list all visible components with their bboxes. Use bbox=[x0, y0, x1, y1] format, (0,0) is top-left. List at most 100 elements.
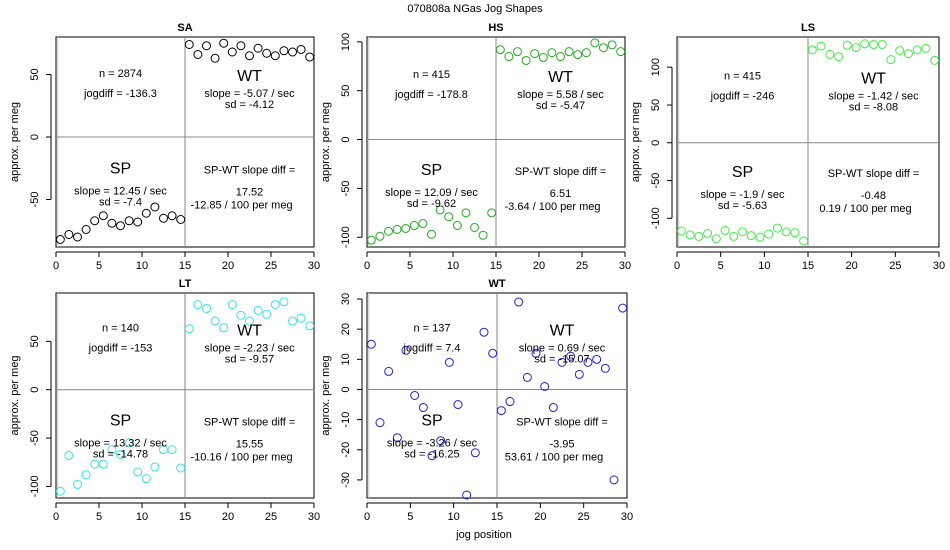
per-meg-label: 53.61 / 100 per meg bbox=[505, 451, 603, 463]
data-point bbox=[930, 55, 940, 65]
data-point bbox=[150, 462, 160, 472]
data-point bbox=[124, 216, 134, 226]
wt-label: WT bbox=[237, 323, 262, 340]
n-label: n = 415 bbox=[724, 70, 761, 82]
data-point bbox=[531, 348, 541, 358]
data-point bbox=[64, 450, 74, 460]
data-point bbox=[270, 300, 280, 310]
per-meg-label: -10.16 / 100 per meg bbox=[190, 451, 292, 463]
data-point bbox=[392, 224, 402, 234]
data-point bbox=[227, 47, 237, 57]
wt-label: WT bbox=[548, 69, 573, 86]
y-tick-label: -50 bbox=[29, 192, 41, 208]
data-point bbox=[495, 45, 505, 55]
panel-title: SA bbox=[177, 22, 192, 34]
data-point bbox=[581, 48, 591, 58]
n-label: n = 2874 bbox=[99, 68, 142, 80]
y-tick-label: 50 bbox=[29, 335, 41, 347]
sp-sd-label: sd = -9.62 bbox=[407, 198, 456, 210]
data-point bbox=[159, 445, 168, 455]
sp-sd-label: sd = -14.78 bbox=[93, 448, 148, 460]
y-axis-label: approx. per meg bbox=[320, 102, 332, 182]
data-point bbox=[193, 300, 203, 310]
data-point bbox=[305, 52, 315, 62]
sp-sd-label: sd = -16.25 bbox=[404, 448, 459, 460]
data-point bbox=[184, 40, 194, 49]
y-tick-label: -50 bbox=[29, 430, 41, 446]
data-point bbox=[409, 221, 419, 231]
y-tick-label: 20 bbox=[340, 323, 352, 335]
data-point bbox=[799, 236, 809, 246]
data-point bbox=[618, 303, 628, 313]
sp-slope-label: slope = -3.26 / sec bbox=[387, 437, 478, 449]
data-point bbox=[279, 46, 289, 56]
data-point bbox=[90, 459, 100, 469]
sp-slope-label: slope = 12.09 / sec bbox=[385, 187, 478, 199]
data-point bbox=[452, 221, 462, 231]
data-point bbox=[202, 41, 211, 51]
x-tick-label: 20 bbox=[533, 260, 545, 272]
data-point bbox=[444, 357, 454, 367]
y-tick-label: 0 bbox=[29, 387, 41, 393]
x-tick-label: 5 bbox=[407, 511, 413, 523]
data-point bbox=[176, 215, 186, 224]
data-point bbox=[540, 381, 550, 391]
y-axis-label: approx. per meg bbox=[9, 102, 21, 182]
slope-diff-value: -3.95 bbox=[549, 438, 574, 450]
sp-sd-label: sd = -7.4 bbox=[99, 196, 142, 208]
y-tick-label: 0 bbox=[340, 386, 352, 392]
data-point bbox=[505, 397, 515, 407]
panel-wt: WT 0 5 10 15 20 25 30 -30 -20 -10 0 10 20 30 approx. pe… bbox=[320, 278, 633, 523]
data-point bbox=[583, 357, 593, 367]
wt-sd-label: sd = -9.57 bbox=[225, 354, 274, 366]
x-tick-label: 10 bbox=[136, 260, 148, 272]
data-point bbox=[245, 51, 254, 61]
data-point bbox=[167, 211, 177, 221]
data-point bbox=[772, 223, 782, 233]
x-tick-label: 15 bbox=[491, 511, 503, 523]
data-point bbox=[496, 406, 506, 416]
data-point bbox=[556, 52, 565, 62]
x-tick-label: 5 bbox=[718, 260, 724, 272]
data-point bbox=[366, 339, 376, 349]
panel-ls: LS 0 5 10 15 20 25 30 -100 -50 0 50 100 approx. per m… bbox=[630, 22, 945, 272]
wt-sd-label: sd = -4.12 bbox=[225, 99, 274, 111]
data-point bbox=[530, 49, 540, 59]
data-point bbox=[895, 46, 905, 56]
data-point bbox=[64, 230, 74, 239]
x-tick-label: 20 bbox=[534, 511, 546, 523]
x-tick-label: 30 bbox=[308, 511, 320, 523]
data-point bbox=[557, 357, 567, 367]
data-point bbox=[711, 234, 721, 244]
sp-label: SP bbox=[421, 162, 442, 179]
data-point bbox=[886, 55, 896, 65]
data-point bbox=[384, 366, 394, 376]
wt-slope-label: slope = -2.23 / sec bbox=[204, 343, 295, 355]
data-point bbox=[453, 400, 463, 410]
x-tick-label: 25 bbox=[265, 260, 277, 272]
wt-label: WT bbox=[861, 70, 886, 87]
x-axis-label: jog position bbox=[455, 529, 512, 541]
data-point bbox=[825, 49, 835, 59]
data-point bbox=[488, 348, 498, 358]
wt-sd-label: sd = -15.07 bbox=[534, 354, 589, 366]
y-tick-label: 50 bbox=[650, 99, 662, 111]
data-point bbox=[807, 45, 817, 55]
data-point bbox=[90, 216, 100, 226]
x-tick-label: 10 bbox=[136, 511, 148, 523]
x-tick-label: 0 bbox=[364, 511, 370, 523]
data-point bbox=[133, 467, 143, 477]
data-point bbox=[107, 445, 117, 455]
data-point bbox=[521, 55, 531, 65]
x-tick-label: 5 bbox=[407, 260, 413, 272]
x-tick-label: 15 bbox=[490, 260, 502, 272]
data-point bbox=[167, 445, 177, 455]
data-point bbox=[479, 327, 489, 337]
data-point bbox=[210, 316, 220, 326]
y-axis-label: approx. per meg bbox=[9, 355, 21, 435]
x-tick-label: 5 bbox=[96, 511, 102, 523]
data-point bbox=[470, 448, 480, 458]
data-point bbox=[694, 231, 704, 241]
data-point bbox=[842, 40, 852, 50]
